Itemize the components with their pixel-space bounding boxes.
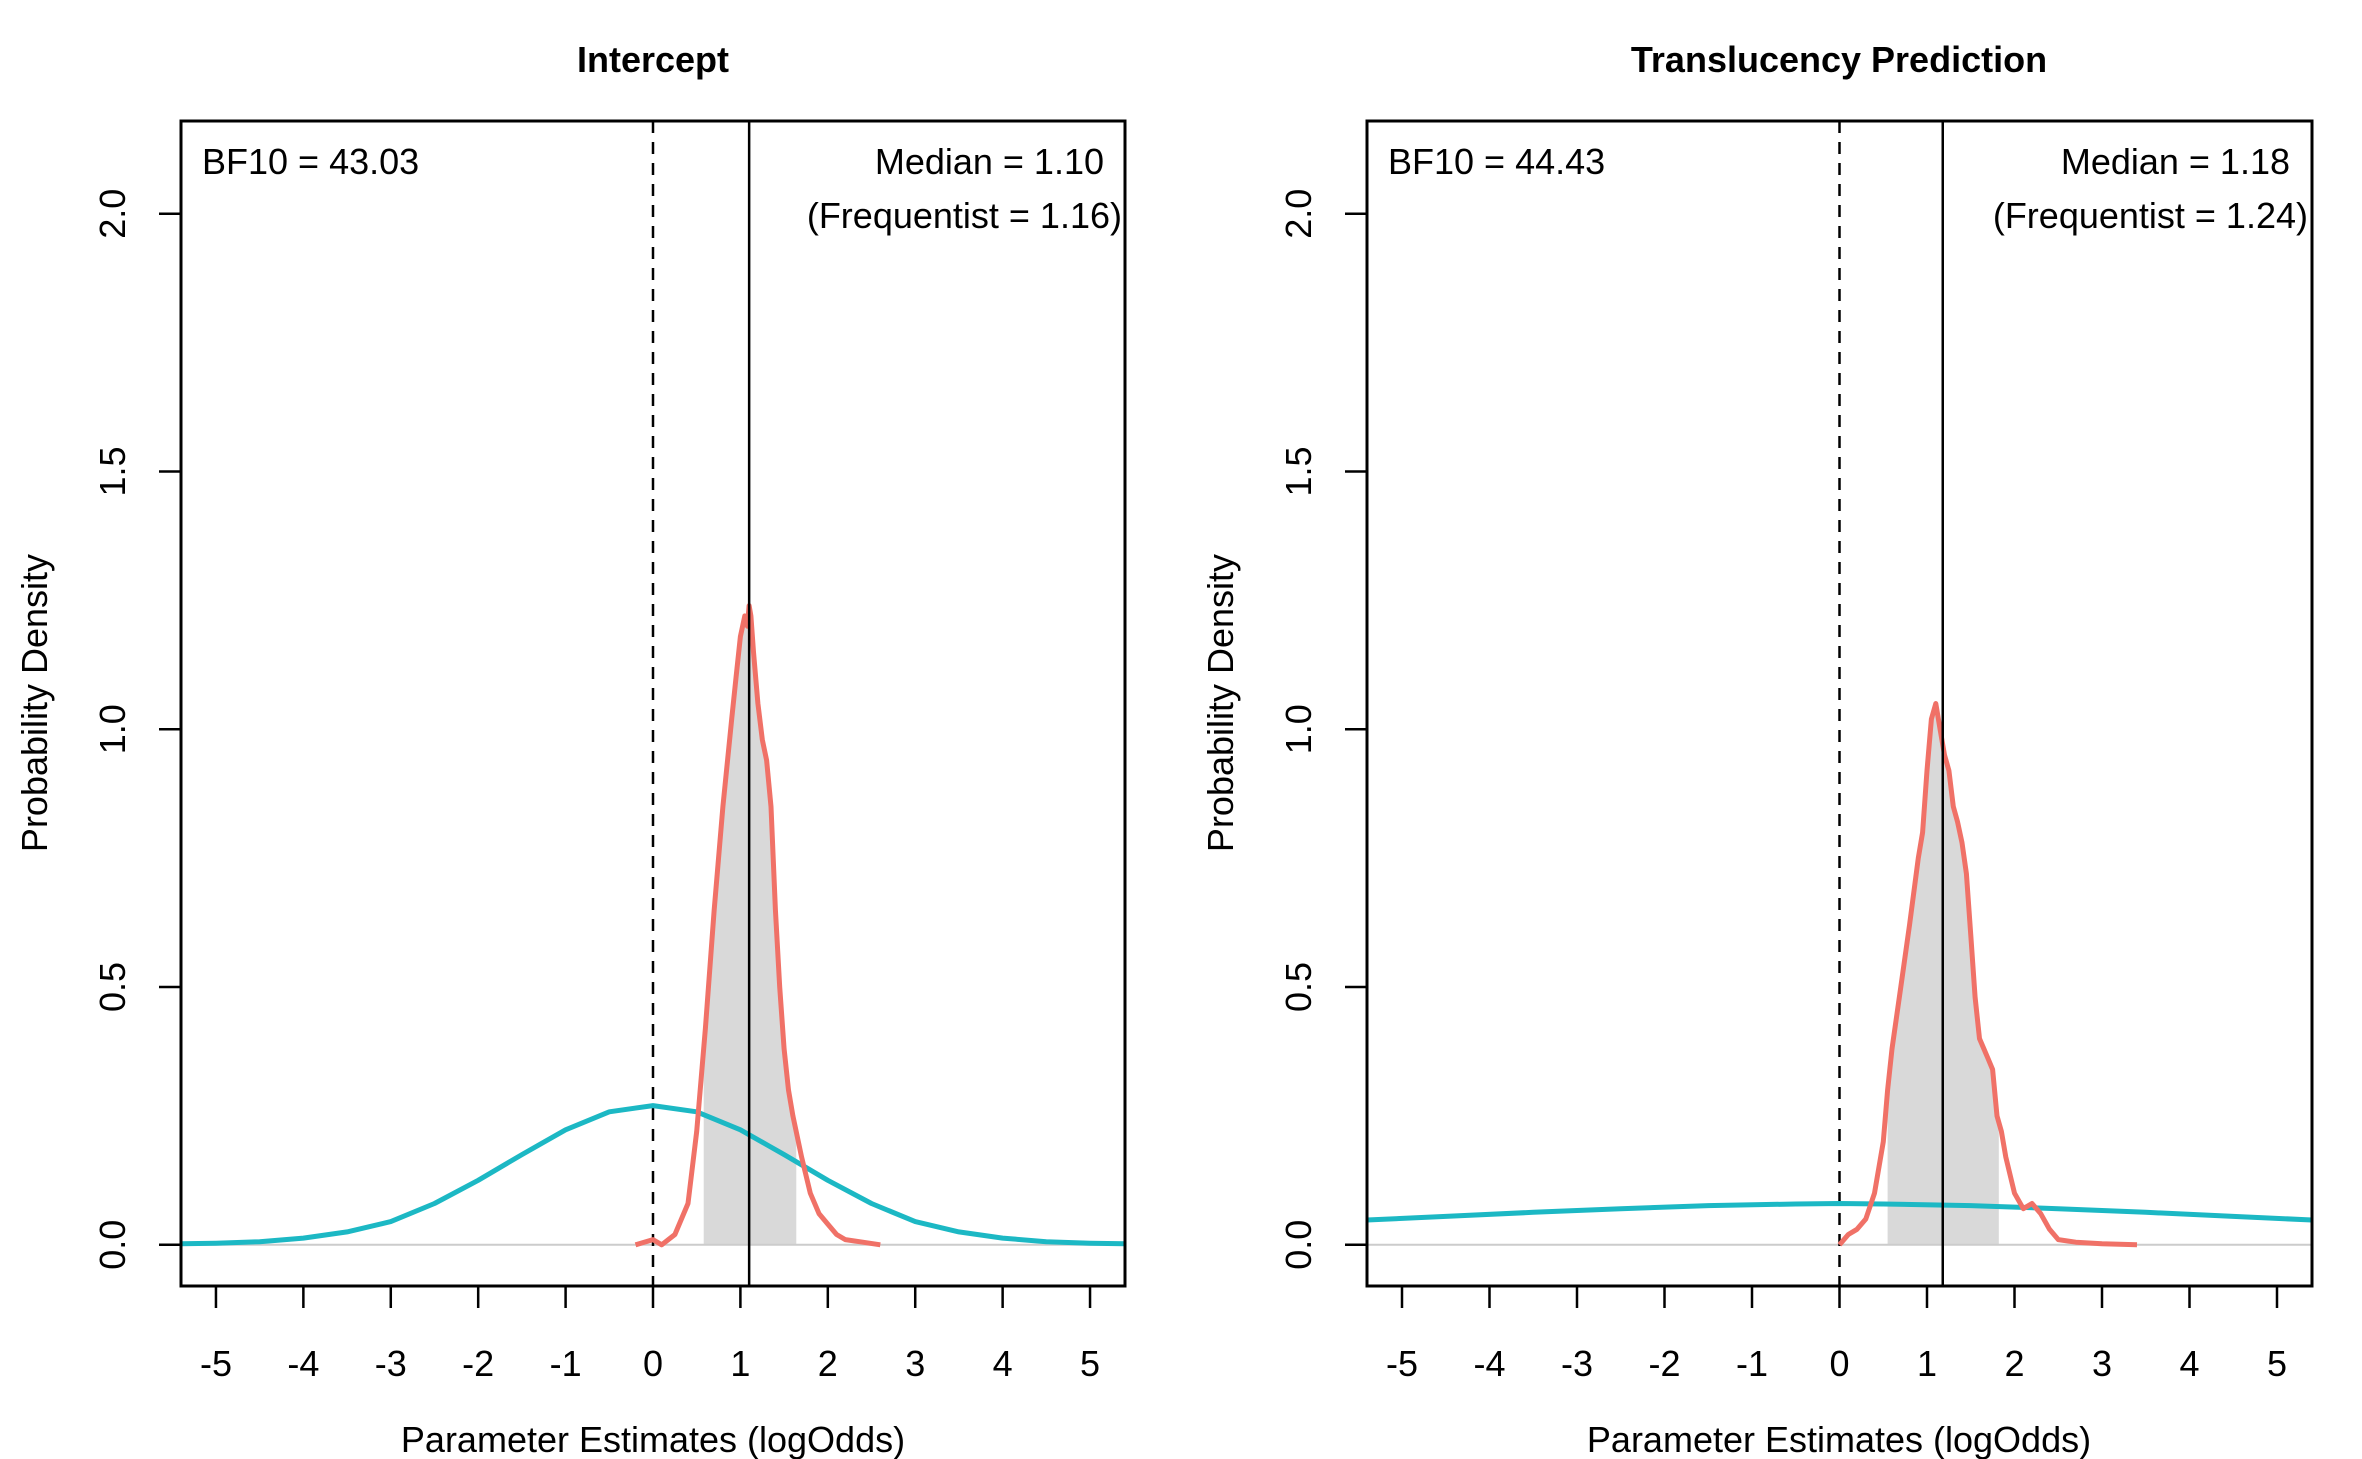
y-axis-ticks: 0.0 0.5 1.0 1.5 2.0: [92, 189, 181, 1270]
x-axis-ticks: -5 -4 -3 -2 -1 0 1 2 3 4 5: [200, 1286, 1100, 1384]
y-axis-label: Probability Density: [14, 554, 55, 852]
x-tick-label: 1: [730, 1343, 750, 1384]
plot-area: [1366, 121, 2313, 1286]
y-tick-label: 1.5: [1278, 447, 1319, 497]
x-tick-label: -2: [1648, 1343, 1680, 1384]
median-label: Median = 1.18: [2061, 141, 2290, 182]
y-axis-ticks: 0.0 0.5 1.0 1.5 2.0: [1278, 189, 1367, 1270]
median-label: Median = 1.10: [875, 141, 1104, 182]
posterior-density-line: [1837, 701, 2138, 1248]
x-tick-label: 5: [1080, 1343, 1100, 1384]
prior-density-line: [1366, 1201, 2313, 1223]
x-axis-label: Parameter Estimates (logOdds): [1587, 1419, 2091, 1459]
y-axis-label: Probability Density: [1200, 554, 1241, 852]
x-tick-label: -1: [550, 1343, 582, 1384]
x-tick-label: 0: [643, 1343, 663, 1384]
x-tick-label: -5: [200, 1343, 232, 1384]
x-tick-label: -5: [1386, 1343, 1418, 1384]
y-tick-label: 2.0: [1278, 189, 1319, 239]
x-tick-label: -1: [1736, 1343, 1768, 1384]
y-tick-label: 0.0: [92, 1220, 133, 1270]
chart-title: Translucency Prediction: [1631, 39, 2047, 80]
x-tick-label: 4: [993, 1343, 1013, 1384]
x-axis-label: Parameter Estimates (logOdds): [401, 1419, 905, 1459]
plot-area: [180, 121, 1126, 1286]
bf-label: BF10 = 43.03: [202, 141, 419, 182]
y-tick-label: 2.0: [92, 189, 133, 239]
x-tick-label: -3: [1561, 1343, 1593, 1384]
x-axis-ticks: -5 -4 -3 -2 -1 0 1 2 3 4 5: [1386, 1286, 2287, 1384]
x-tick-label: -2: [462, 1343, 494, 1384]
y-tick-label: 0.5: [1278, 962, 1319, 1012]
x-tick-label: 2: [2004, 1343, 2024, 1384]
y-tick-label: 1.5: [92, 447, 133, 497]
posterior-density-line: [634, 603, 881, 1248]
x-tick-label: 1: [1917, 1343, 1937, 1384]
y-tick-label: 1.0: [92, 704, 133, 754]
y-tick-label: 0.5: [92, 962, 133, 1012]
x-tick-label: 4: [2179, 1343, 2199, 1384]
panel-translucency-prediction: Translucency Prediction BF10 = 44.43 Med…: [1200, 39, 2314, 1459]
bf-label: BF10 = 44.43: [1388, 141, 1605, 182]
x-tick-label: 2: [818, 1343, 838, 1384]
x-tick-label: 3: [905, 1343, 925, 1384]
y-tick-label: 1.0: [1278, 704, 1319, 754]
panel-intercept: Intercept BF10 = 43.03 Median = 1.10 (Fr…: [14, 39, 1127, 1459]
x-tick-label: -4: [287, 1343, 319, 1384]
x-tick-label: -3: [375, 1343, 407, 1384]
chart-title: Intercept: [577, 39, 729, 80]
x-tick-label: -4: [1473, 1343, 1505, 1384]
prior-density-line: [180, 1103, 1126, 1247]
x-tick-label: 5: [2267, 1343, 2287, 1384]
frequentist-label: (Frequentist = 1.16): [807, 195, 1122, 236]
x-tick-label: 0: [1829, 1343, 1849, 1384]
frequentist-label: (Frequentist = 1.24): [1993, 195, 2308, 236]
x-tick-label: 3: [2092, 1343, 2112, 1384]
y-tick-label: 0.0: [1278, 1220, 1319, 1270]
